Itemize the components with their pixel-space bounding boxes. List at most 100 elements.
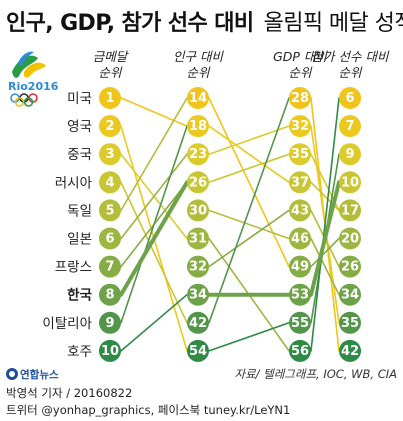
- logo-text: Rio2016: [8, 80, 59, 93]
- links-layer: [119, 97, 341, 352]
- rank-node-circle: [339, 227, 361, 250]
- rank-node-label: 42: [189, 316, 207, 331]
- footer-social: 트위터 @yonhap_graphics, 페이스북 tuney.kr/LeYN…: [6, 403, 290, 417]
- rank-node-circle: [187, 227, 209, 250]
- rank-node-medal: 7: [99, 255, 121, 278]
- rank-node-circle: [99, 311, 121, 334]
- rank-node-athletes: 34: [339, 283, 361, 306]
- rank-node-label: 3: [105, 147, 114, 162]
- column-header-line: GDP 대비: [273, 49, 328, 64]
- rank-node-gdp: 49: [289, 255, 311, 278]
- column-header-medal: 금메달 순위: [93, 49, 130, 80]
- chart-title: 인구, GDP, 참가 선수 대비 올림픽 메달 성적: [6, 11, 403, 36]
- rank-node-medal: 8: [99, 283, 121, 306]
- rank-node-label: 34: [189, 288, 207, 303]
- rank-node-label: 1: [105, 91, 114, 106]
- rank-node-population: 31: [187, 227, 209, 250]
- rank-node-population: 26: [187, 171, 209, 194]
- link: [120, 97, 188, 127]
- rank-node-medal: 2: [99, 115, 121, 138]
- rank-node-population: 32: [187, 255, 209, 278]
- link: [310, 97, 340, 352]
- rank-node-circle: [187, 339, 209, 362]
- column-header-population: 인구 대비 순위: [173, 49, 224, 80]
- country-label: 한국: [67, 288, 92, 304]
- rank-node-athletes: 6: [339, 87, 361, 109]
- column-header-athletes: 참가 선수 대비 순위: [312, 49, 390, 80]
- rank-node-circle: [99, 255, 121, 278]
- rank-node-label: 56: [291, 344, 309, 359]
- link: [120, 125, 188, 324]
- rank-node-circle: [339, 171, 361, 194]
- rank-node-circle: [187, 199, 209, 222]
- rank-node-circle: [289, 255, 311, 278]
- rank-node-label: 7: [345, 119, 354, 134]
- source-note: 자료/ 텔레그래프, IOC, WB, CIA: [234, 367, 397, 381]
- rank-node-gdp: 37: [289, 171, 311, 194]
- rank-node-population: 14: [187, 87, 209, 109]
- rank-node-circle: [99, 115, 121, 138]
- link: [120, 97, 188, 212]
- rank-node-label: 34: [341, 288, 359, 303]
- rank-node-label: 10: [341, 175, 359, 190]
- rank-node-label: 7: [105, 260, 114, 275]
- rank-node-label: 32: [189, 260, 207, 275]
- rank-node-circle: [289, 227, 311, 250]
- rank-node-circle: [289, 311, 311, 334]
- rank-node-circle: [339, 339, 361, 362]
- rank-node-circle: [339, 199, 361, 222]
- rank-node-circle: [187, 171, 209, 194]
- rank-node-population: 30: [187, 199, 209, 222]
- rank-node-label: 9: [345, 147, 354, 162]
- rank-node-population: 18: [187, 115, 209, 138]
- link-highlight: [309, 180, 341, 297]
- country-label: 프랑스: [55, 260, 92, 276]
- rank-node-label: 14: [189, 91, 207, 106]
- rank-node-label: 23: [189, 147, 207, 162]
- link: [120, 153, 188, 240]
- rank-node-athletes: 9: [339, 143, 361, 166]
- link: [208, 97, 290, 324]
- country-label: 독일: [67, 203, 92, 219]
- rank-node-circle: [339, 115, 361, 138]
- column-header-line: 순위: [98, 65, 123, 80]
- rank-node-gdp: 32: [289, 115, 311, 138]
- rank-node-athletes: 7: [339, 115, 361, 138]
- rank-node-population: 23: [187, 143, 209, 166]
- link: [120, 181, 188, 324]
- link: [208, 125, 290, 184]
- rank-node-athletes: 10: [339, 171, 361, 194]
- footer-byline: 박영석 기자 / 20160822: [6, 386, 132, 400]
- rank-node-circle: [289, 199, 311, 222]
- rank-node-circle: [99, 199, 121, 222]
- rank-node-circle: [99, 143, 121, 166]
- rank-node-medal: 3: [99, 143, 121, 166]
- link: [208, 125, 290, 155]
- rank-node-medal: 5: [99, 199, 121, 222]
- rank-node-circle: [187, 283, 209, 306]
- rank-node-athletes: 35: [339, 311, 361, 334]
- rank-node-label: 6: [345, 91, 354, 106]
- link: [310, 237, 340, 268]
- rank-node-gdp: 35: [289, 143, 311, 166]
- rank-node-label: 20: [341, 232, 359, 247]
- rank-node-label: 49: [291, 260, 309, 275]
- rank-node-population: 54: [187, 339, 209, 362]
- column-header-line: 참가 선수 대비: [312, 49, 390, 64]
- rank-node-medal: 10: [99, 339, 121, 362]
- rank-node-gdp: 46: [289, 227, 311, 250]
- rank-node-circle: [289, 339, 311, 362]
- rank-node-circle: [99, 339, 121, 362]
- rank-node-label: 42: [341, 344, 359, 359]
- rank-node-circle: [187, 143, 209, 166]
- rank-node-circle: [187, 87, 209, 109]
- rank-node-circle: [99, 227, 121, 250]
- rank-node-label: 8: [105, 288, 114, 303]
- rank-node-label: 9: [105, 316, 114, 331]
- rank-node-circle: [289, 115, 311, 138]
- rank-node-label: 54: [189, 344, 207, 359]
- column-header-gdp: GDP 대비 순위: [273, 49, 328, 80]
- rank-node-circle: [187, 311, 209, 334]
- country-label: 일본: [67, 232, 92, 248]
- column-header-line: 순위: [338, 65, 363, 80]
